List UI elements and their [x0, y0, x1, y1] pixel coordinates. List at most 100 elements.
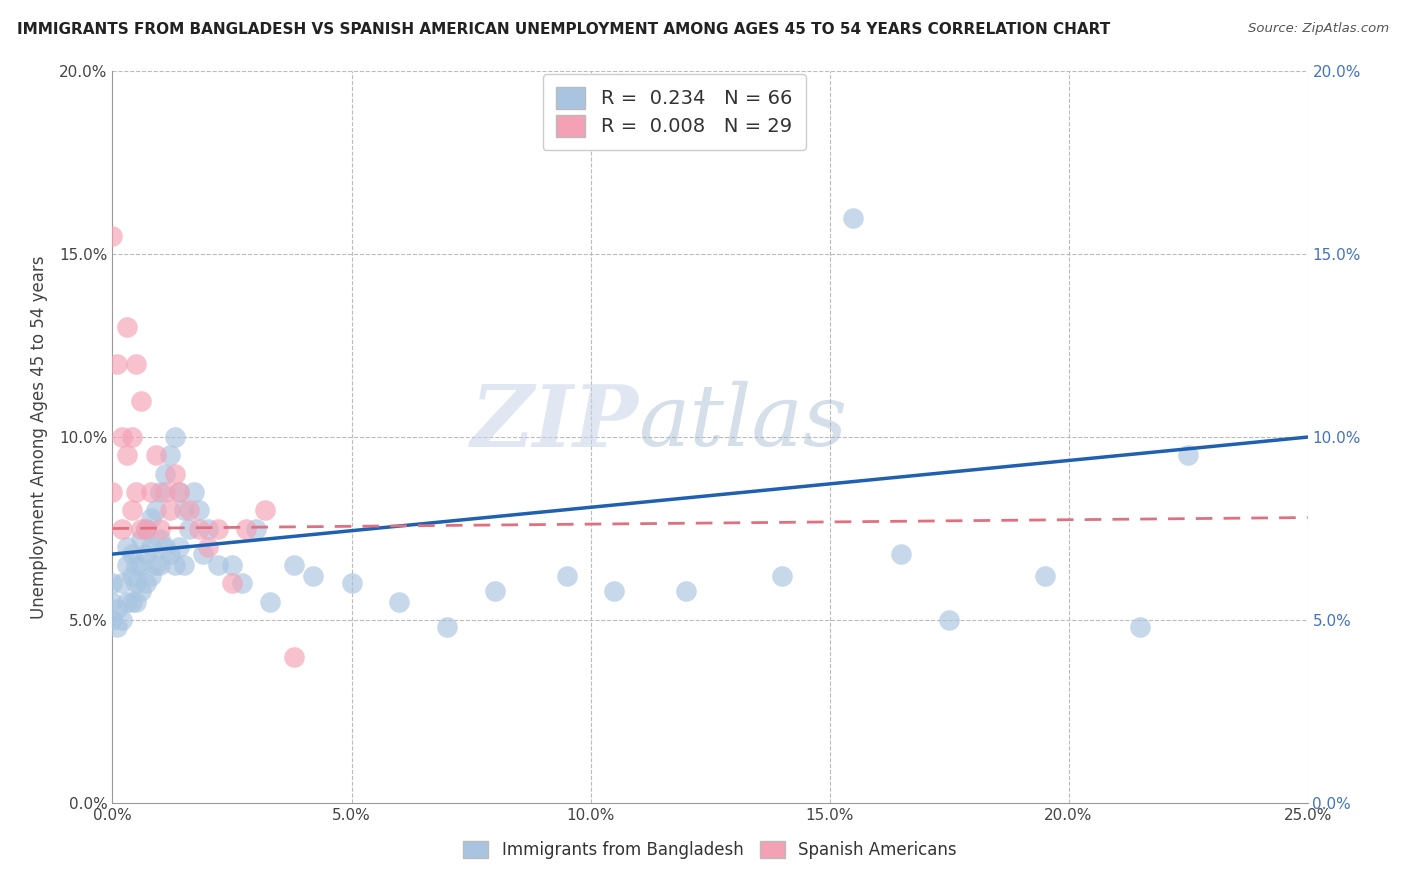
Point [169, 540, 191, 554]
Point [121, 569, 143, 583]
Point [139, 569, 162, 583]
Point [842, 211, 865, 225]
Text: Source: ZipAtlas.com: Source: ZipAtlas.com [1249, 22, 1389, 36]
Point [115, 594, 138, 608]
Point [231, 576, 253, 591]
Point [125, 558, 148, 573]
Point [111, 521, 134, 535]
Point [1177, 448, 1199, 462]
Point [125, 594, 148, 608]
Point [283, 649, 305, 664]
Point [340, 576, 363, 591]
Point [101, 613, 124, 627]
Point [139, 510, 162, 524]
Point [115, 540, 138, 554]
Point [173, 503, 195, 517]
Point [163, 430, 186, 444]
Point [187, 503, 209, 517]
Point [173, 558, 195, 573]
Point [135, 576, 157, 591]
Text: atlas: atlas [638, 381, 848, 464]
Point [183, 485, 205, 500]
Point [139, 540, 162, 554]
Y-axis label: Unemployment Among Ages 45 to 54 years: Unemployment Among Ages 45 to 54 years [30, 255, 48, 619]
Point [163, 558, 186, 573]
Point [169, 485, 191, 500]
Point [129, 558, 152, 573]
Point [159, 448, 181, 462]
Point [125, 576, 148, 591]
Point [135, 547, 157, 561]
Point [101, 485, 124, 500]
Point [125, 485, 148, 500]
Point [221, 576, 243, 591]
Point [177, 521, 200, 535]
Point [207, 558, 229, 573]
Text: IMMIGRANTS FROM BANGLADESH VS SPANISH AMERICAN UNEMPLOYMENT AMONG AGES 45 TO 54 : IMMIGRANTS FROM BANGLADESH VS SPANISH AM… [17, 22, 1111, 37]
Point [125, 357, 148, 371]
Text: ZIP: ZIP [471, 381, 638, 464]
Point [145, 558, 167, 573]
Point [193, 547, 215, 561]
Legend: Immigrants from Bangladesh, Spanish Americans: Immigrants from Bangladesh, Spanish Amer… [456, 833, 965, 868]
Point [105, 620, 128, 634]
Point [129, 393, 152, 408]
Point [129, 583, 152, 598]
Point [101, 594, 124, 608]
Point [169, 485, 191, 500]
Point [101, 229, 124, 244]
Point [197, 521, 219, 535]
Point [135, 521, 157, 535]
Point [1129, 620, 1152, 634]
Point [259, 594, 281, 608]
Point [302, 569, 325, 583]
Point [890, 547, 912, 561]
Point [603, 583, 626, 598]
Point [101, 576, 124, 591]
Point [115, 320, 138, 334]
Point [139, 485, 162, 500]
Point [1033, 569, 1056, 583]
Point [149, 485, 172, 500]
Point [153, 485, 176, 500]
Point [121, 430, 143, 444]
Point [129, 533, 152, 547]
Point [221, 558, 243, 573]
Point [177, 503, 200, 517]
Point [153, 467, 176, 481]
Point [207, 521, 229, 535]
Point [436, 620, 458, 634]
Point [245, 521, 267, 535]
Point [105, 357, 128, 371]
Point [187, 521, 209, 535]
Point [149, 558, 172, 573]
Point [115, 448, 138, 462]
Point [938, 613, 960, 627]
Point [111, 613, 134, 627]
Point [129, 521, 152, 535]
Point [145, 503, 167, 517]
Point [105, 602, 128, 616]
Point [159, 547, 181, 561]
Point [159, 503, 181, 517]
Point [115, 558, 138, 573]
Point [197, 540, 219, 554]
Point [555, 569, 578, 583]
Point [149, 521, 172, 535]
Point [254, 503, 277, 517]
Point [145, 448, 167, 462]
Point [111, 576, 134, 591]
Point [388, 594, 411, 608]
Point [235, 521, 257, 535]
Point [153, 540, 176, 554]
Point [111, 430, 134, 444]
Point [121, 594, 143, 608]
Point [283, 558, 305, 573]
Point [121, 547, 143, 561]
Point [770, 569, 793, 583]
Point [675, 583, 697, 598]
Point [135, 521, 157, 535]
Point [149, 533, 172, 547]
Point [121, 503, 143, 517]
Point [163, 467, 186, 481]
